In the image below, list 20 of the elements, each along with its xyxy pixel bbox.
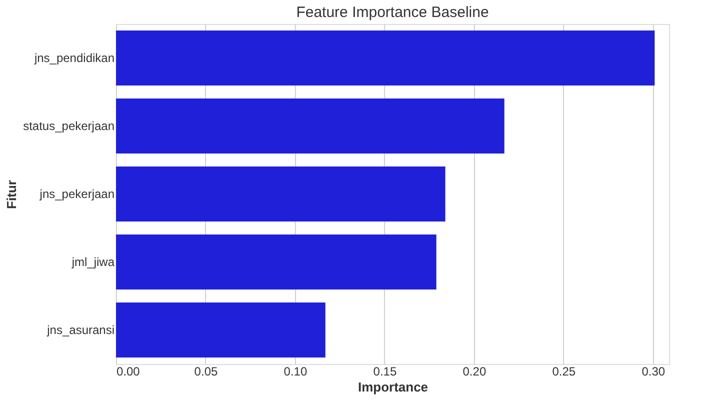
bar — [116, 30, 655, 86]
y-tick-label: jml_jiwa — [70, 255, 115, 269]
y-axis-title: Fitur — [4, 180, 20, 209]
y-tick-label: jns_pendidikan — [33, 51, 114, 65]
x-tick-label: 0.25 — [552, 364, 576, 378]
x-tick-label: 0.05 — [194, 364, 218, 378]
x-tick-label: 0.10 — [284, 364, 308, 378]
x-tick-label: 0.20 — [462, 364, 486, 378]
y-tick-label: jns_pekerjaan — [38, 187, 114, 201]
bar — [116, 302, 326, 358]
y-tick-label: status_pekerjaan — [23, 119, 114, 133]
bar — [116, 166, 446, 222]
chart-title: Feature Importance Baseline — [296, 4, 489, 21]
bar — [116, 234, 436, 290]
x-tick-label: 0.00 — [116, 364, 140, 378]
x-tick-label: 0.30 — [642, 364, 666, 378]
bar — [116, 98, 504, 154]
x-axis-title: Importance — [358, 380, 428, 394]
x-tick-label: 0.15 — [373, 364, 397, 378]
y-tick-label: jns_asuransi — [46, 323, 114, 337]
